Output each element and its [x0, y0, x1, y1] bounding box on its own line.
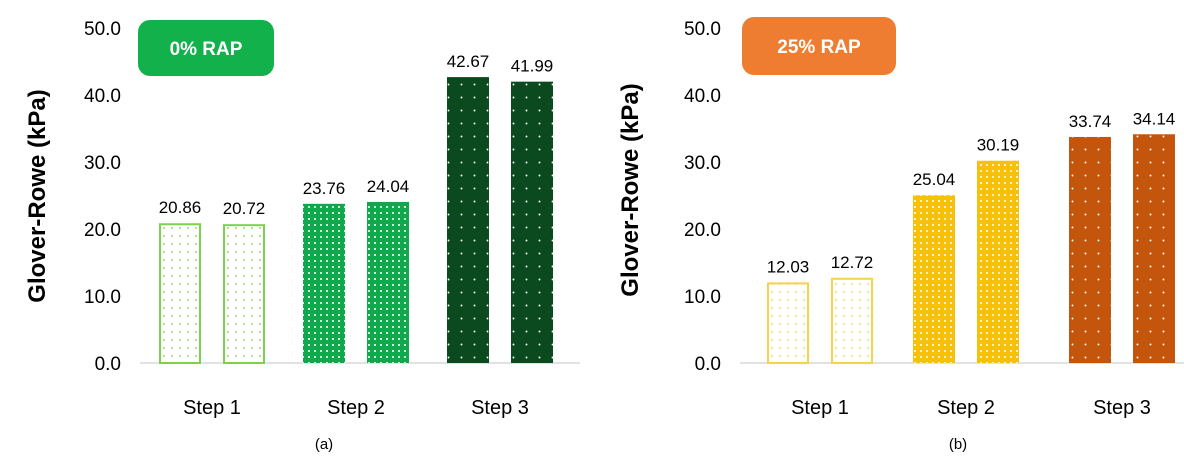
y-tick-label: 20.0 — [84, 220, 121, 241]
bar — [367, 201, 409, 363]
x-category-label: Step 3 — [471, 397, 529, 419]
bar-value-label: 30.19 — [977, 136, 1020, 155]
rap-badge-background — [742, 17, 896, 75]
rap-badge-label: 25% RAP — [777, 37, 861, 58]
y-tick-label: 50.0 — [84, 19, 121, 40]
y-tick-label: 10.0 — [684, 287, 721, 308]
rap-badge: 25% RAP — [742, 17, 896, 75]
panel-caption: (a) — [315, 436, 333, 453]
y-tick-label: 40.0 — [684, 86, 721, 107]
y-tick-label: 40.0 — [84, 86, 121, 107]
y-tick-label: 50.0 — [684, 19, 721, 40]
x-axis-categories: Step 1 Step 2 Step 3 — [791, 397, 1151, 419]
bar-value-label: 12.72 — [831, 253, 874, 272]
rap-badge: 0% RAP — [138, 20, 274, 76]
y-tick-label: 20.0 — [684, 220, 721, 241]
bar-group — [159, 77, 553, 364]
bar — [767, 282, 809, 364]
bar-value-label: 42.67 — [447, 52, 490, 71]
bar — [831, 277, 873, 364]
x-category-label: Step 1 — [183, 397, 241, 419]
chart-panel-b: Glover-Rowe (kPa) 0.0 10.0 20.0 30.0 40.0 50.… — [617, 17, 1184, 453]
bar — [159, 223, 201, 364]
bar-value-label: 23.76 — [303, 179, 346, 198]
y-tick-label: 0.0 — [695, 354, 721, 375]
bar-value-label: 41.99 — [511, 57, 554, 76]
x-axis-categories: Step 1 Step 2 Step 3 — [183, 397, 529, 419]
bar-value-label: 24.04 — [367, 177, 410, 196]
bar-value-label: 20.72 — [223, 199, 266, 218]
panel-caption: (b) — [949, 436, 967, 453]
chart-panel-a: Glover-Rowe (kPa) 0.0 10.0 20.0 30.0 40.0 50.… — [24, 19, 580, 453]
bar — [303, 203, 345, 363]
value-labels: 12.03 12.72 25.04 30.19 33.74 34.14 — [767, 109, 1176, 276]
x-category-label: Step 2 — [327, 397, 385, 419]
x-category-label: Step 1 — [791, 397, 849, 419]
rap-badge-background — [138, 20, 274, 76]
y-axis-ticks: 0.0 10.0 20.0 30.0 40.0 50.0 — [84, 19, 121, 375]
x-category-label: Step 3 — [1093, 397, 1151, 419]
bar — [977, 160, 1019, 363]
bar-value-label: 34.14 — [1133, 109, 1176, 128]
value-labels: 20.86 20.72 23.76 24.04 42.67 41.99 — [159, 52, 554, 218]
bar — [511, 81, 553, 364]
y-tick-label: 30.0 — [84, 153, 121, 174]
bar-value-label: 20.86 — [159, 198, 202, 217]
bar — [1069, 136, 1111, 363]
bar — [447, 77, 489, 364]
bar-value-label: 25.04 — [913, 170, 956, 189]
y-axis-ticks: 0.0 10.0 20.0 30.0 40.0 50.0 — [684, 19, 721, 375]
bar-group — [767, 134, 1175, 364]
y-axis-title: Glover-Rowe (kPa) — [617, 83, 644, 296]
bar-value-label: 33.74 — [1069, 112, 1112, 131]
y-tick-label: 10.0 — [84, 287, 121, 308]
bar — [1133, 134, 1175, 363]
bar-value-label: 12.03 — [767, 257, 810, 276]
y-tick-label: 0.0 — [95, 354, 121, 375]
bar — [223, 224, 265, 364]
x-category-label: Step 2 — [937, 397, 995, 419]
y-tick-label: 30.0 — [684, 153, 721, 174]
rap-badge-label: 0% RAP — [170, 39, 243, 60]
y-axis-title: Glover-Rowe (kPa) — [24, 89, 51, 302]
bar — [913, 195, 955, 363]
